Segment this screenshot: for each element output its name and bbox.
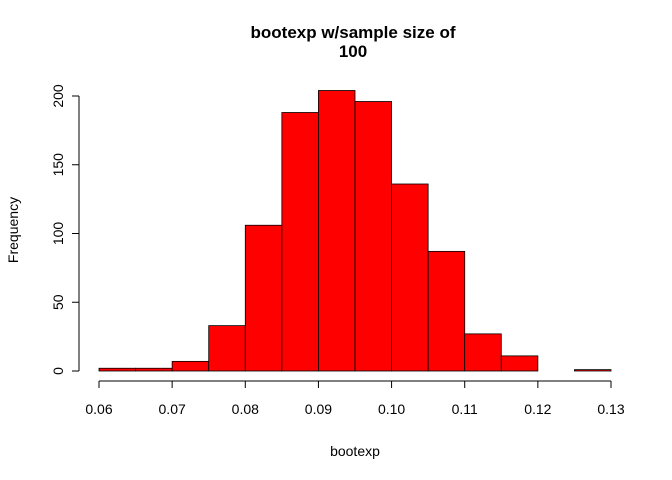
histogram-bar	[281, 112, 319, 372]
y-tick-label: 150	[50, 153, 66, 177]
histogram-bar	[171, 360, 210, 372]
y-tick-label: 50	[50, 294, 66, 310]
x-tick-label: 0.10	[378, 401, 405, 417]
histogram-bar	[208, 325, 246, 372]
histogram-bar	[244, 224, 283, 372]
x-axis-label: bootexp	[330, 443, 380, 459]
x-tick-label: 0.09	[305, 401, 332, 417]
chart-title-line-1: bootexp w/sample size of	[251, 23, 456, 42]
histogram-bar	[318, 90, 356, 372]
y-axis: 0 50 100 150 200	[50, 84, 80, 375]
x-tick-label: 0.13	[597, 401, 624, 417]
histogram-bar	[391, 183, 429, 372]
y-tick-label: 0	[50, 367, 66, 375]
y-tick-label: 200	[50, 84, 66, 108]
x-tick-label: 0.12	[524, 401, 551, 417]
histogram-bar	[98, 367, 136, 372]
histogram-bar	[135, 367, 173, 372]
histogram-bar	[574, 369, 612, 372]
chart-title-line-2: 100	[339, 42, 367, 61]
histogram-bar	[464, 333, 502, 372]
x-tick-label: 0.11	[452, 401, 478, 417]
histogram-bar	[427, 250, 466, 372]
histogram-bar	[354, 101, 392, 372]
histogram-bars	[98, 90, 612, 372]
x-tick-label: 0.06	[85, 401, 112, 417]
histogram-bar	[500, 355, 539, 372]
x-axis: 0.06 0.07 0.08 0.09 0.10 0.11 0.12 0.13	[85, 380, 625, 417]
x-tick-label: 0.08	[232, 401, 259, 417]
y-axis-label: Frequency	[5, 197, 21, 263]
y-tick-label: 100	[50, 222, 66, 246]
x-tick-label: 0.07	[159, 401, 186, 417]
